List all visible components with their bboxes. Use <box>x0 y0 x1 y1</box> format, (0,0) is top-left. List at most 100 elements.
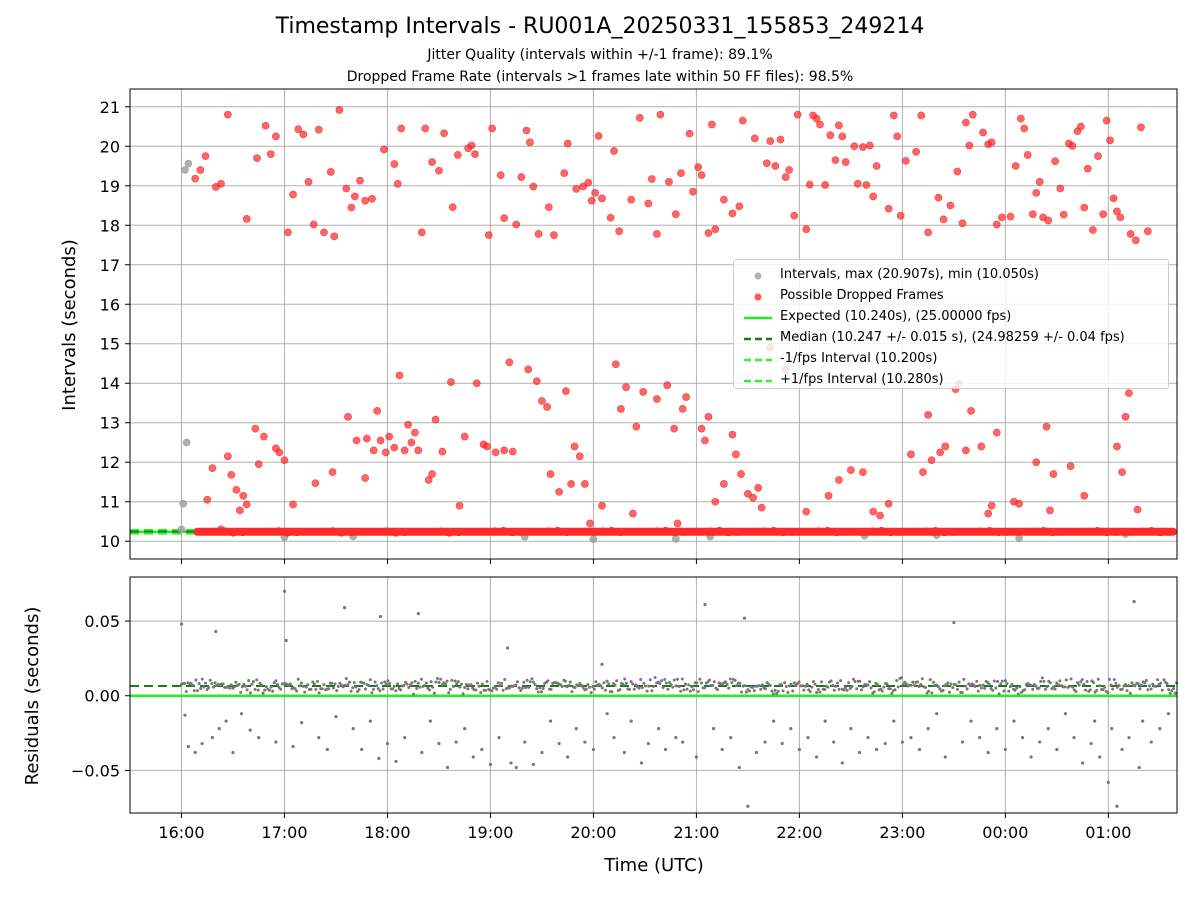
residual-point <box>303 690 307 694</box>
dropped-frame-point <box>579 182 588 191</box>
residual-point <box>872 690 876 694</box>
dropped-frame-point <box>673 519 682 528</box>
residual-point <box>992 679 996 683</box>
residual-point <box>797 680 801 684</box>
residual-point <box>1015 686 1019 690</box>
residual-point <box>831 684 835 688</box>
dropped-frame-point <box>522 126 531 135</box>
residual-point <box>437 741 441 746</box>
dropped-frame-point <box>414 446 423 455</box>
dropped-frame-point <box>779 529 786 537</box>
dropped-frame-point <box>833 529 840 537</box>
xtick-label: 17:00 <box>261 823 307 842</box>
residual-point <box>274 740 278 744</box>
dropped-frame-point <box>392 529 399 537</box>
dropped-frame-point <box>1035 177 1044 186</box>
residual-point <box>408 683 412 687</box>
residual-point <box>391 687 395 691</box>
residual-point <box>183 713 187 717</box>
residual-point <box>351 686 355 690</box>
top-panel-ylabel: Intervals (seconds) <box>59 239 80 411</box>
dropped-frame-point <box>1113 207 1121 216</box>
residual-point <box>394 689 398 693</box>
residual-point <box>1149 740 1153 744</box>
residual-point <box>667 681 671 685</box>
dropped-frame-point <box>554 526 561 534</box>
dropped-frame-point <box>781 173 790 181</box>
dropped-frame-point <box>941 442 950 451</box>
dropped-frame-point <box>907 450 915 459</box>
dropped-frame-point <box>395 371 404 380</box>
residual-point <box>1039 680 1043 684</box>
residual-point <box>947 690 951 694</box>
dropped-frame-point <box>615 227 624 236</box>
dropped-frame-point <box>338 529 345 537</box>
residual-point <box>806 735 810 740</box>
residual-point <box>986 681 990 685</box>
residual-point <box>1045 685 1049 689</box>
dropped-frame-point <box>608 526 615 534</box>
dropped-frame-point <box>560 169 569 178</box>
residual-point <box>528 680 532 684</box>
dropped-frame-point <box>738 116 747 125</box>
residual-point <box>1093 719 1097 723</box>
residual-point <box>594 680 598 684</box>
dropped-frame-point <box>831 156 840 164</box>
dropped-frame-point <box>1056 184 1065 193</box>
dropped-frame-point <box>762 159 771 168</box>
residual-point <box>463 685 467 689</box>
dropped-frame-point <box>275 448 284 457</box>
dropped-frame-point <box>859 143 867 151</box>
residual-point <box>579 683 583 687</box>
residual-point <box>386 679 390 683</box>
dropped-frame-point <box>995 529 1002 537</box>
dropped-frame-point <box>842 528 849 536</box>
residual-point <box>909 683 913 687</box>
residual-point <box>402 683 406 687</box>
residual-point <box>1083 688 1087 692</box>
residual-point <box>1120 747 1124 752</box>
residual-point <box>783 681 787 685</box>
dropped-frame-point <box>1157 529 1164 537</box>
residual-point <box>263 688 267 692</box>
dropped-frame-point <box>616 405 625 413</box>
dropped-frame-point <box>680 528 687 536</box>
dropped-frame-point <box>369 446 378 455</box>
dropped-frame-point <box>543 403 551 411</box>
dropped-frame-point <box>437 527 444 535</box>
residual-point <box>955 687 959 691</box>
legend-entry: Median (10.247 +/- 0.015 s), (24.98259 +… <box>734 329 1168 349</box>
dropped-frame-point <box>527 528 534 536</box>
dropped-frame-point <box>599 527 606 535</box>
residual-point <box>376 687 380 691</box>
residual-point <box>1053 687 1057 691</box>
residual-point <box>730 681 734 685</box>
top-ytick-label: 13 <box>100 414 120 433</box>
residual-point <box>687 683 691 687</box>
residual-point <box>1127 735 1131 740</box>
dropped-frame-point <box>383 527 390 535</box>
dropped-frame-point <box>326 168 335 176</box>
chart-subtitle-dropped: Dropped Frame Rate (intervals >1 frames … <box>346 69 854 85</box>
dropped-frame-point <box>838 132 847 141</box>
residual-point <box>536 690 540 694</box>
residual-point <box>282 589 287 593</box>
dropped-frame-point <box>1088 226 1097 234</box>
dropped-frame-point <box>707 120 716 129</box>
residual-point <box>379 681 383 685</box>
residual-point <box>880 689 884 693</box>
residual-point <box>1031 687 1035 691</box>
dropped-frame-point <box>1112 528 1119 536</box>
dropped-frame-point <box>635 113 644 122</box>
residual-point <box>930 691 934 695</box>
residual-point <box>586 683 590 687</box>
dropped-frame-point <box>977 527 984 535</box>
residual-point <box>832 740 836 744</box>
dropped-frame-point <box>438 447 447 456</box>
residual-point <box>514 765 518 770</box>
residual-point <box>674 735 678 740</box>
dropped-frame-point <box>757 503 766 512</box>
residual-point <box>775 691 779 695</box>
dropped-frame-point <box>671 529 678 537</box>
residual-point <box>211 685 215 689</box>
